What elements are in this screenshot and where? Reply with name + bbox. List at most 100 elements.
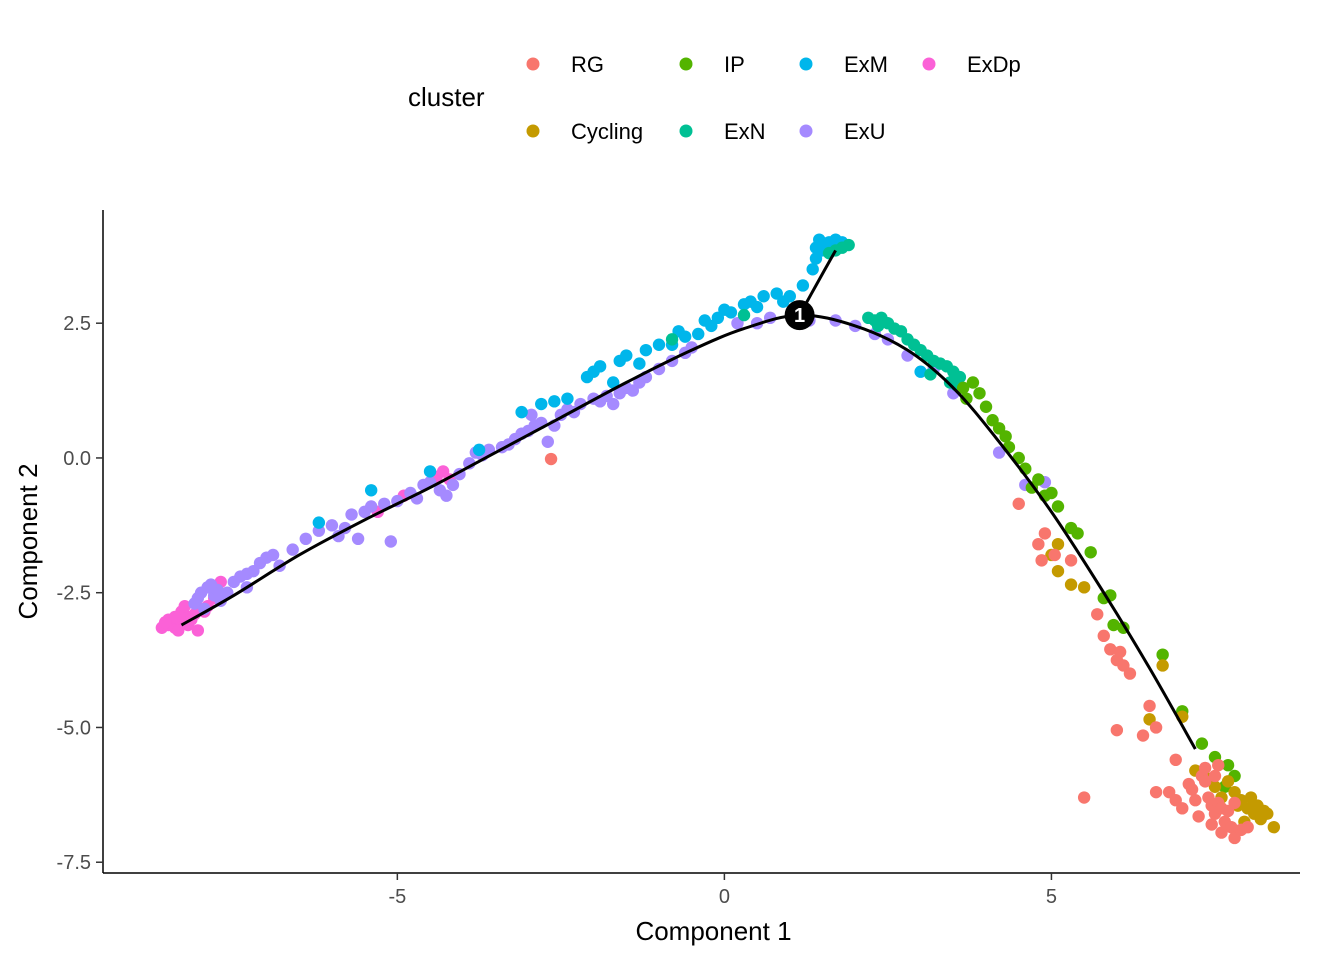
point-exm <box>698 314 711 327</box>
point-ip <box>1195 737 1209 750</box>
x-tick-label: 0 <box>719 886 730 908</box>
point-ip <box>1221 758 1235 772</box>
legend-entries: RG Cycling IP ExN ExM ExU ExDp <box>526 52 1021 144</box>
point-ip <box>956 381 970 395</box>
point-cycling <box>1257 804 1271 818</box>
point-rg <box>1038 527 1052 540</box>
point-ip <box>1107 618 1120 632</box>
legend-key-ip <box>679 57 693 71</box>
point-exn <box>665 333 679 346</box>
point-exm <box>806 263 819 276</box>
point-ip <box>1071 527 1084 540</box>
point-exu <box>525 408 538 422</box>
point-rg <box>1215 826 1228 839</box>
legend-title: cluster <box>408 82 485 112</box>
point-exu <box>440 489 453 502</box>
point-rg <box>1189 794 1202 807</box>
point-ip <box>1156 648 1169 661</box>
point-ip <box>1084 546 1097 559</box>
point-exm <box>757 290 770 303</box>
point-exdp <box>158 616 172 629</box>
point-exm <box>809 241 823 254</box>
y-tick-label: -2.5 <box>57 583 91 605</box>
points-layer <box>155 233 1281 845</box>
point-ip <box>960 392 973 405</box>
point-exm <box>639 343 653 357</box>
x-axis-title: Component 1 <box>635 916 791 946</box>
point-exm <box>515 405 528 419</box>
point-exdp <box>168 610 182 624</box>
point-rg <box>1149 785 1163 799</box>
point-exm <box>364 484 378 497</box>
point-exu <box>992 446 1006 459</box>
point-rg <box>1110 723 1124 737</box>
y-tick-label: 2.5 <box>63 313 91 335</box>
legend-key-exu <box>799 124 813 138</box>
point-exm <box>633 357 646 370</box>
point-rg <box>1143 699 1156 713</box>
point-exu <box>606 397 620 411</box>
point-exn <box>871 319 885 333</box>
point-rg <box>1225 820 1238 834</box>
point-rg <box>1149 721 1163 734</box>
point-cycling <box>1267 820 1281 834</box>
point-rg <box>1077 791 1091 804</box>
point-rg <box>1035 554 1048 567</box>
point-ip <box>1045 486 1058 500</box>
point-ip <box>979 400 993 413</box>
point-exm <box>561 392 574 405</box>
y-tick-label: 0.0 <box>63 448 91 470</box>
point-exdp <box>178 599 191 613</box>
y-ticks: 2.5 0.0 -2.5 -5.0 -7.5 <box>57 313 103 874</box>
point-exm <box>312 516 326 529</box>
legend-key-cycling <box>526 124 540 138</box>
series-cycling <box>1045 537 1281 834</box>
legend-label-exn: ExN <box>724 119 766 144</box>
point-cycling <box>1156 659 1169 672</box>
point-exdp <box>191 624 205 637</box>
point-rg <box>1228 796 1241 810</box>
point-ip <box>973 387 986 400</box>
point-ip <box>999 430 1012 443</box>
x-tick-label: 5 <box>1046 886 1057 908</box>
point-rg <box>1205 818 1218 831</box>
point-exu <box>378 497 391 510</box>
y-tick-label: -5.0 <box>57 717 91 739</box>
point-exm <box>606 376 620 389</box>
point-rg <box>1198 775 1212 788</box>
x-tick-label: -5 <box>388 886 406 908</box>
point-cycling <box>1051 537 1065 551</box>
point-exm <box>914 365 927 378</box>
legend: cluster RG Cycling IP ExN ExM ExU ExDp <box>408 52 1021 144</box>
point-rg <box>1012 497 1025 510</box>
series-rg <box>544 452 1254 845</box>
point-exn <box>737 308 751 322</box>
series-exn <box>665 238 967 392</box>
point-exm <box>620 349 633 362</box>
point-exm <box>692 327 705 341</box>
branch-node-label: 1 <box>794 305 805 327</box>
point-rg <box>1048 548 1061 562</box>
point-rg <box>1097 629 1110 643</box>
point-rg <box>1212 758 1225 772</box>
point-exm <box>718 303 731 316</box>
point-rg <box>1136 729 1150 742</box>
y-axis-title: Component 2 <box>13 463 43 619</box>
point-rg <box>1064 554 1078 567</box>
point-exu <box>364 500 378 513</box>
legend-key-exdp <box>922 57 936 71</box>
point-exu <box>446 478 460 492</box>
point-rg <box>1032 537 1045 551</box>
legend-key-rg <box>526 57 540 71</box>
legend-label-ip: IP <box>724 52 745 77</box>
plot-area: 1 <box>155 233 1281 845</box>
point-exm <box>535 397 548 411</box>
point-rg <box>1104 643 1117 656</box>
point-rg <box>1192 810 1205 823</box>
point-exu <box>325 519 339 532</box>
point-rg <box>544 452 558 466</box>
point-exu <box>384 535 398 548</box>
point-exu <box>286 543 299 556</box>
point-cycling <box>1208 780 1222 793</box>
